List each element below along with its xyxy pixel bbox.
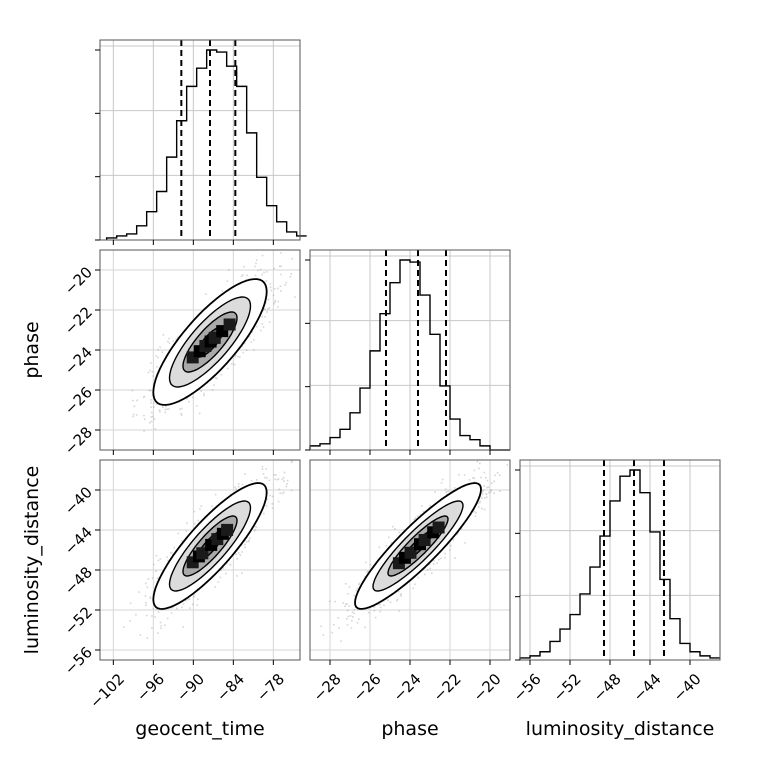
- x-tick-label: −52: [550, 670, 585, 705]
- histogram-frame: [519, 459, 721, 661]
- y-tick-label: −26: [61, 383, 96, 418]
- y-tick-label: −20: [61, 263, 96, 298]
- x-tick-label: −24: [390, 670, 425, 705]
- x-axis-label-luminosity_distance: luminosity_distance: [526, 718, 715, 740]
- x-tick-label: −78: [253, 670, 288, 705]
- x-axis-label-phase: phase: [381, 718, 438, 740]
- y-tick-label: −44: [61, 523, 96, 558]
- y-tick-label: −52: [61, 603, 96, 638]
- x-tick-label: −102: [86, 670, 128, 712]
- x-tick-label: −84: [213, 670, 248, 705]
- density-block: [432, 521, 445, 534]
- histogram-step-phase: [309, 259, 510, 451]
- x-tick-label: −96: [133, 670, 168, 705]
- scatter-panel-geocent_time-luminosity_distance: [99, 459, 301, 661]
- y-axis-luminosity_distance: −56 −52 −48 −44 −40 luminosity_distance: [21, 466, 100, 678]
- x-tick-label: −56: [510, 670, 545, 705]
- y-tick-label: −28: [61, 423, 96, 458]
- y-tick-label: −48: [61, 563, 96, 598]
- x-tick-label: −44: [630, 670, 665, 705]
- x-axis-geocent_time: −102 −96 −90 −84 −78 geocent_time: [86, 660, 288, 740]
- y-tick-label: −24: [61, 343, 96, 378]
- density-block: [404, 546, 417, 559]
- histogram-panel-geocent_time: [95, 39, 307, 241]
- histogram-panel-luminosity_distance: [515, 459, 721, 661]
- density-block: [223, 318, 236, 331]
- x-tick-label: −28: [310, 670, 345, 705]
- x-axis-phase: −28 −26 −24 −22 −20 phase: [310, 660, 505, 740]
- y-tick-label: −40: [61, 483, 96, 518]
- scatter-frame: [99, 459, 301, 661]
- x-axis-label-geocent_time: geocent_time: [135, 718, 264, 740]
- y-tick-label: −22: [61, 303, 96, 338]
- histogram-panel-phase: [305, 249, 511, 451]
- x-axis-luminosity_distance: −56 −52 −48 −44 −40 luminosity_distance: [510, 660, 715, 740]
- scatter-panel-phase-luminosity_distance: [309, 459, 511, 661]
- y-axis-label-luminosity_distance: luminosity_distance: [21, 466, 43, 655]
- x-tick-label: −90: [173, 670, 208, 705]
- y-tick-label: −56: [61, 643, 96, 678]
- x-tick-label: −22: [430, 670, 465, 705]
- histogram-step-luminosity_distance: [519, 469, 720, 660]
- x-tick-label: −20: [470, 670, 505, 705]
- x-tick-label: −26: [350, 670, 385, 705]
- histogram-frame: [99, 39, 301, 241]
- scatter-panel-geocent_time-phase: [99, 249, 301, 451]
- x-tick-label: −40: [670, 670, 705, 705]
- x-tick-label: −48: [590, 670, 625, 705]
- y-axis-label-phase: phase: [21, 321, 43, 378]
- histogram-step-geocent_time: [105, 49, 307, 240]
- y-axis-phase: −28 −26 −24 −22 −20 phase: [21, 263, 100, 458]
- density-block: [221, 523, 234, 536]
